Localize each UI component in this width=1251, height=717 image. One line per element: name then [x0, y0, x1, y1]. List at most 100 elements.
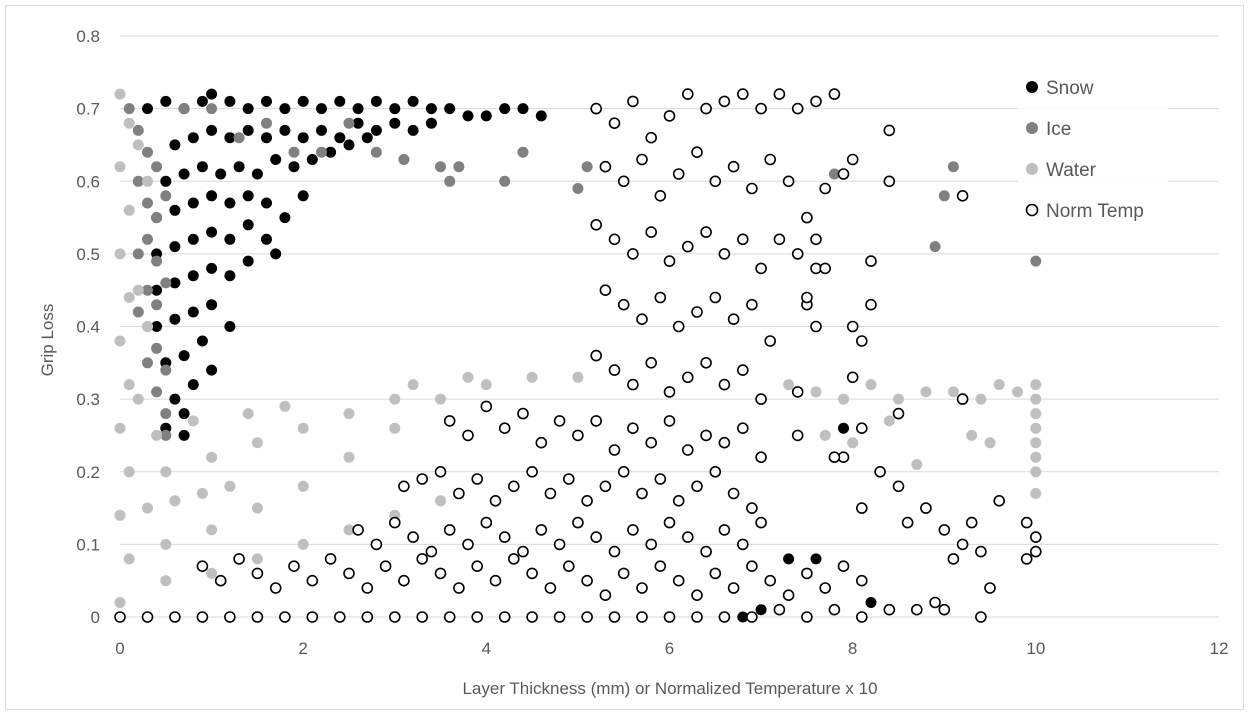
data-point	[407, 531, 419, 543]
data-point	[178, 350, 190, 362]
data-point	[142, 321, 153, 332]
data-point	[242, 103, 254, 115]
data-point	[608, 117, 621, 129]
data-point	[206, 190, 218, 202]
data-point	[316, 146, 327, 158]
data-point	[572, 429, 584, 442]
data-point	[910, 603, 923, 616]
data-point	[920, 502, 932, 514]
data-point	[507, 553, 520, 565]
data-point	[847, 437, 859, 449]
data-point	[627, 422, 639, 435]
data-point	[151, 321, 163, 332]
data-point	[819, 262, 832, 275]
data-point	[187, 197, 199, 209]
data-point	[132, 124, 144, 136]
data-point	[663, 516, 676, 529]
data-point	[425, 545, 438, 558]
data-point	[1030, 408, 1042, 420]
data-point	[865, 255, 877, 267]
data-point	[142, 146, 153, 158]
data-point	[151, 212, 163, 224]
data-point	[297, 538, 309, 550]
data-point	[297, 190, 309, 202]
data-point	[370, 538, 383, 551]
x-tick-label: 8	[848, 639, 857, 658]
data-point	[407, 95, 419, 107]
data-point	[663, 415, 676, 427]
data-point	[947, 161, 959, 173]
data-point	[773, 88, 786, 100]
data-point	[233, 132, 245, 144]
data-point	[755, 604, 767, 616]
y-tick-label: 0.6	[76, 172, 100, 191]
data-point	[901, 516, 914, 529]
data-point	[810, 320, 822, 333]
data-point	[114, 88, 126, 100]
data-point	[462, 371, 474, 383]
data-point	[279, 103, 291, 115]
data-point	[196, 95, 208, 107]
data-point	[132, 248, 144, 260]
data-point	[279, 212, 291, 224]
data-point	[526, 611, 538, 623]
data-point	[846, 153, 859, 166]
data-point	[224, 270, 236, 282]
data-point	[608, 364, 621, 376]
data-point	[343, 567, 355, 580]
data-point	[645, 131, 658, 144]
data-point	[443, 415, 456, 427]
data-point	[160, 575, 172, 587]
data-point	[435, 161, 446, 173]
data-point	[608, 611, 621, 623]
data-point	[261, 117, 272, 129]
data-point	[196, 161, 208, 173]
data-point	[142, 103, 153, 115]
data-point	[215, 168, 227, 180]
data-point	[224, 197, 236, 209]
data-point	[865, 379, 877, 391]
data-point	[261, 95, 272, 107]
data-point	[810, 386, 822, 398]
data-point	[123, 117, 135, 129]
y-tick-label: 0.5	[76, 245, 100, 264]
data-point	[160, 277, 172, 289]
data-point	[499, 103, 511, 115]
data-point	[544, 582, 557, 594]
data-point	[810, 553, 822, 565]
data-point	[132, 393, 144, 405]
legend-label: Ice	[1046, 119, 1071, 140]
data-point	[224, 132, 236, 144]
data-point	[242, 408, 254, 420]
data-point	[242, 190, 254, 202]
data-point	[151, 161, 163, 173]
data-point	[142, 175, 153, 187]
x-axis-title: Layer Thickness (mm) or Normalized Tempe…	[462, 679, 877, 698]
data-point	[535, 524, 548, 536]
data-point	[242, 124, 254, 136]
data-point	[224, 95, 236, 107]
data-point	[1030, 488, 1042, 499]
series-snow	[142, 88, 877, 623]
data-point	[325, 146, 337, 158]
legend-marker	[1026, 163, 1038, 175]
data-point	[855, 502, 868, 514]
data-point	[187, 415, 199, 427]
data-point	[893, 393, 904, 405]
data-point	[443, 611, 456, 623]
x-tick-label: 6	[665, 639, 674, 658]
data-point	[389, 393, 401, 405]
series-norm-temp	[114, 88, 1042, 623]
data-point	[352, 524, 364, 536]
data-point	[956, 393, 969, 405]
data-point	[160, 190, 172, 202]
y-tick-label: 0.7	[76, 100, 100, 119]
data-point	[361, 132, 373, 144]
data-point	[453, 161, 465, 173]
data-point	[169, 241, 181, 253]
data-point	[846, 320, 859, 333]
data-point	[791, 386, 804, 398]
data-point	[151, 386, 163, 398]
data-point	[681, 444, 694, 456]
data-point	[169, 393, 181, 405]
